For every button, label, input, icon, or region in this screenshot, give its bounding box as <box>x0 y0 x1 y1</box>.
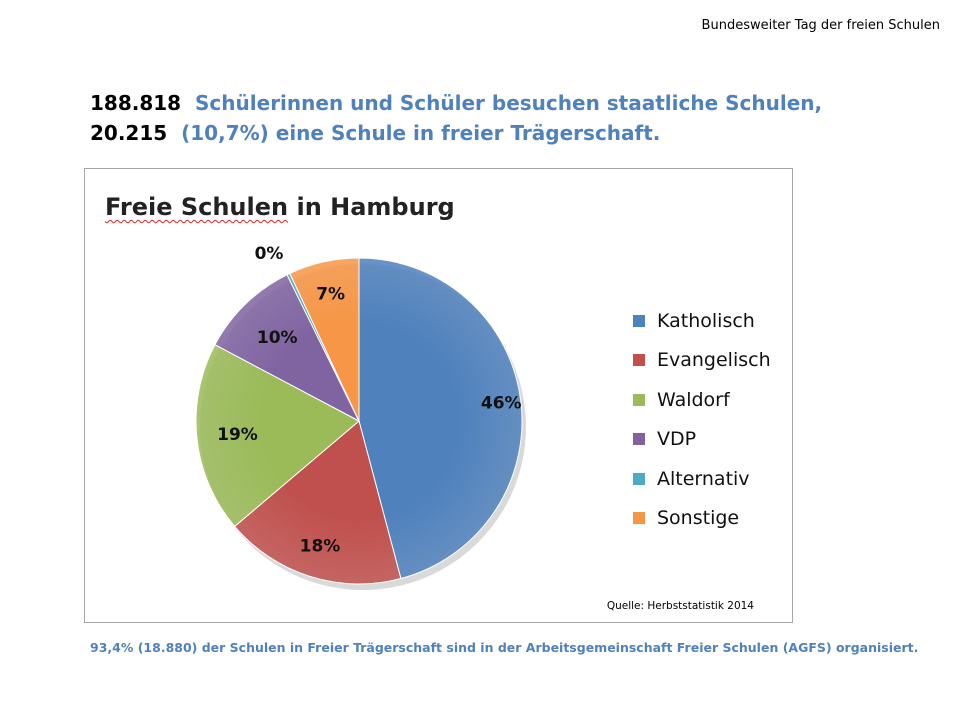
pie-label-alternativ: 0% <box>255 244 284 264</box>
pie-label-waldorf: 19% <box>217 425 258 445</box>
legend-item-sonstige: Sonstige <box>633 499 771 539</box>
pie-slice-waldorf <box>195 344 360 528</box>
legend-item-evangelisch: Evangelisch <box>633 341 771 381</box>
headline-line-2: 20.215 (10,7%) eine Schule in freier Trä… <box>90 118 822 148</box>
pie-chart: 46% 18% 19% 10% 0% 7% <box>195 244 526 590</box>
legend-swatch <box>633 354 645 367</box>
legend-swatch <box>633 472 645 485</box>
footer-note: 93,4% (18.880) der Schulen in Freier Trä… <box>90 640 919 655</box>
free-students-count: 20.215 <box>90 121 168 145</box>
legend-label: Katholisch <box>657 309 755 332</box>
pie-label-katholisch: 46% <box>481 393 522 413</box>
legend-swatch <box>633 314 645 327</box>
legend-swatch <box>633 393 645 406</box>
pie-slice-vdp <box>214 274 361 423</box>
legend-item-waldorf: Waldorf <box>633 380 771 420</box>
legend-item-katholisch: Katholisch <box>633 301 771 341</box>
legend-swatch <box>633 433 645 446</box>
chart-title: Freie Schulen in Hamburg <box>105 193 455 221</box>
legend-label: Evangelisch <box>657 349 771 372</box>
chart-legend: Katholisch Evangelisch Waldorf VDP Alternati… <box>633 301 771 538</box>
legend-label: Alternativ <box>657 467 750 490</box>
pie-label-evangelisch: 18% <box>300 536 341 556</box>
pie-slice-evangelisch <box>233 420 402 585</box>
headline: 188.818 Schülerinnen und Schüler besuche… <box>90 88 822 148</box>
state-students-text: Schülerinnen und Schüler besuchen staatl… <box>195 91 823 115</box>
legend-item-alternativ: Alternativ <box>633 459 771 499</box>
chart-title-part-2: in Hamburg <box>296 193 455 221</box>
pie-slice-katholisch <box>358 257 523 580</box>
state-students-count: 188.818 <box>90 91 182 115</box>
legend-label: VDP <box>657 428 697 451</box>
legend-item-vdp: VDP <box>633 420 771 460</box>
legend-swatch <box>633 512 645 525</box>
chart-title-part-1: Freie Schulen <box>105 193 289 221</box>
chart-source: Quelle: Herbststatistik 2014 <box>606 600 754 612</box>
pie-label-sonstige: 7% <box>316 285 345 305</box>
legend-label: Sonstige <box>657 507 740 530</box>
headline-line-1: 188.818 Schülerinnen und Schüler besuche… <box>90 88 822 118</box>
free-students-text: (10,7%) eine Schule in freier Trägerscha… <box>181 121 661 145</box>
event-title: Bundesweiter Tag der freien Schulen <box>701 18 940 33</box>
chart-frame: 46% 18% 19% 10% 0% 7% Freie Schulen in Hambur… <box>84 168 793 623</box>
legend-label: Waldorf <box>657 388 730 411</box>
pie-slice-sonstige <box>289 257 360 422</box>
pie-label-vdp: 10% <box>257 328 298 348</box>
